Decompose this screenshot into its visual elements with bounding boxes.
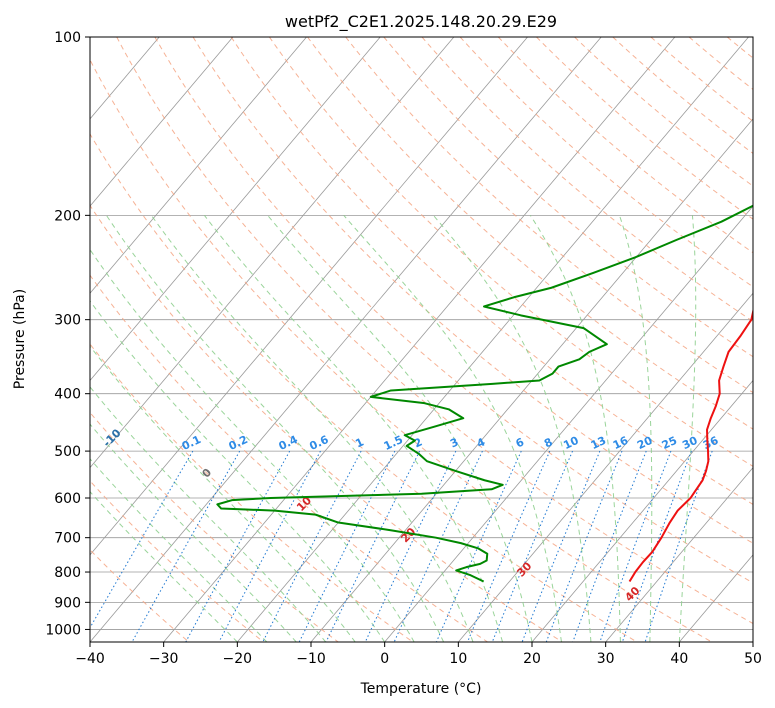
moist-adiabat-line bbox=[150, 215, 474, 642]
x-tick-label: 20 bbox=[523, 651, 541, 667]
mixing-ratio-line bbox=[467, 450, 551, 642]
dry-adiabat-line bbox=[90, 343, 414, 642]
x-tick-label: 10 bbox=[449, 651, 467, 667]
isotherm-line bbox=[90, 37, 307, 294]
moist-adiabat-line bbox=[678, 215, 697, 642]
moist-adiabat-line bbox=[343, 215, 562, 642]
dry-adiabat-line bbox=[116, 37, 753, 625]
plot-frame bbox=[89, 36, 754, 643]
x-tick-label: 0 bbox=[380, 651, 389, 667]
isotherm-line bbox=[90, 37, 455, 469]
temperature-profile-line bbox=[628, 307, 753, 583]
mixing-ratio-line bbox=[131, 450, 241, 642]
dry-adiabat-line bbox=[192, 37, 753, 544]
moist-adiabat-line bbox=[203, 215, 504, 642]
y-tick-label: 300 bbox=[54, 313, 81, 329]
isotherm-line bbox=[237, 37, 749, 642]
moist-adiabat-line bbox=[529, 215, 621, 642]
x-tick-label: −40 bbox=[75, 651, 105, 667]
chart-title: wetPf2_C2E1.2025.148.20.29.E29 bbox=[285, 12, 557, 32]
mixing-ratio-line bbox=[644, 450, 713, 642]
isotherm-line bbox=[90, 37, 381, 382]
mixing-ratio-label: 10 bbox=[561, 434, 581, 452]
dry-adiabat-line bbox=[90, 204, 563, 642]
mixing-ratio-line bbox=[218, 450, 321, 642]
isotherm-line bbox=[90, 37, 528, 556]
moist-adiabat-line bbox=[90, 300, 386, 642]
mixing-ratio-line bbox=[90, 450, 194, 629]
isotherm-line bbox=[90, 37, 234, 207]
y-tick-label: 800 bbox=[54, 565, 81, 581]
moist-adiabat-line bbox=[267, 215, 533, 642]
y-axis-label: Pressure (hPa) bbox=[12, 289, 28, 389]
mixing-ratio-label: 16 bbox=[611, 434, 631, 452]
mixing-ratio-label: 36 bbox=[701, 434, 721, 452]
y-tick-label: 400 bbox=[54, 387, 81, 403]
mixing-ratio-line bbox=[325, 450, 421, 642]
y-tick-label: 600 bbox=[54, 491, 81, 507]
mixing-ratio-line bbox=[364, 450, 457, 642]
y-tick-label: 200 bbox=[54, 208, 81, 224]
mixing-ratio-label: 30 bbox=[680, 434, 700, 452]
dry-adiabat-line bbox=[307, 37, 753, 430]
mixing-ratio-label: 25 bbox=[660, 434, 679, 452]
dry-adiabat-line bbox=[90, 480, 264, 642]
isotherm-line bbox=[90, 37, 602, 642]
grid-layer bbox=[90, 37, 753, 642]
x-tick-label: −30 bbox=[149, 651, 179, 667]
x-axis-label: Temperature (°C) bbox=[360, 681, 482, 697]
isotherm-line bbox=[163, 37, 676, 642]
y-tick-label: 500 bbox=[54, 444, 81, 460]
dry-adiabat-line bbox=[383, 37, 753, 358]
moist-adiabat-line bbox=[90, 345, 356, 642]
isotherm-line bbox=[531, 379, 753, 642]
mixing-ratio-line bbox=[621, 450, 692, 642]
dry-adiabat-line bbox=[154, 37, 753, 584]
mixing-ratio-line bbox=[435, 450, 522, 642]
mixing-ratio-label: 13 bbox=[589, 434, 608, 452]
x-tick-label: −10 bbox=[296, 651, 326, 667]
moist-adiabat-line bbox=[106, 215, 445, 642]
x-tick-label: 50 bbox=[744, 651, 762, 667]
isotherm-line bbox=[384, 205, 753, 642]
y-tick-label: 700 bbox=[54, 531, 81, 547]
x-tick-label: 40 bbox=[670, 651, 688, 667]
moist-adiabat-line bbox=[619, 215, 653, 642]
dry-adiabat-line bbox=[497, 37, 753, 254]
dry-adiabat-line bbox=[90, 58, 712, 642]
mixing-ratio-line bbox=[185, 450, 291, 642]
y-tick-label: 900 bbox=[54, 595, 81, 611]
y-tick-label: 100 bbox=[54, 30, 81, 46]
y-tick-label: 1000 bbox=[45, 622, 81, 638]
dry-adiabat-line bbox=[574, 37, 753, 187]
isotherm-line bbox=[458, 292, 753, 642]
isotherm-line bbox=[605, 467, 753, 642]
dry-adiabat-line bbox=[612, 37, 753, 155]
series-layer bbox=[216, 204, 753, 583]
mixing-ratio-line bbox=[491, 450, 574, 642]
x-tick-label: 30 bbox=[597, 651, 615, 667]
mixing-ratio-line bbox=[393, 450, 483, 642]
axis-layer: −40 −30 −20 −10 0 10 20 30 40 50 100 200 300 400 500 60… bbox=[45, 30, 762, 667]
dry-adiabat-line bbox=[230, 37, 753, 505]
dry-adiabat-line bbox=[90, 132, 638, 642]
dewpoint-profile-line bbox=[216, 204, 753, 583]
mixing-ratio-label: 20 bbox=[635, 434, 655, 452]
moist-adiabat-line bbox=[90, 386, 327, 642]
moist-adiabat-line bbox=[90, 248, 415, 642]
moist-adiabat-line bbox=[433, 215, 592, 642]
x-tick-label: −20 bbox=[223, 651, 253, 667]
dry-adiabat-line bbox=[268, 37, 753, 467]
